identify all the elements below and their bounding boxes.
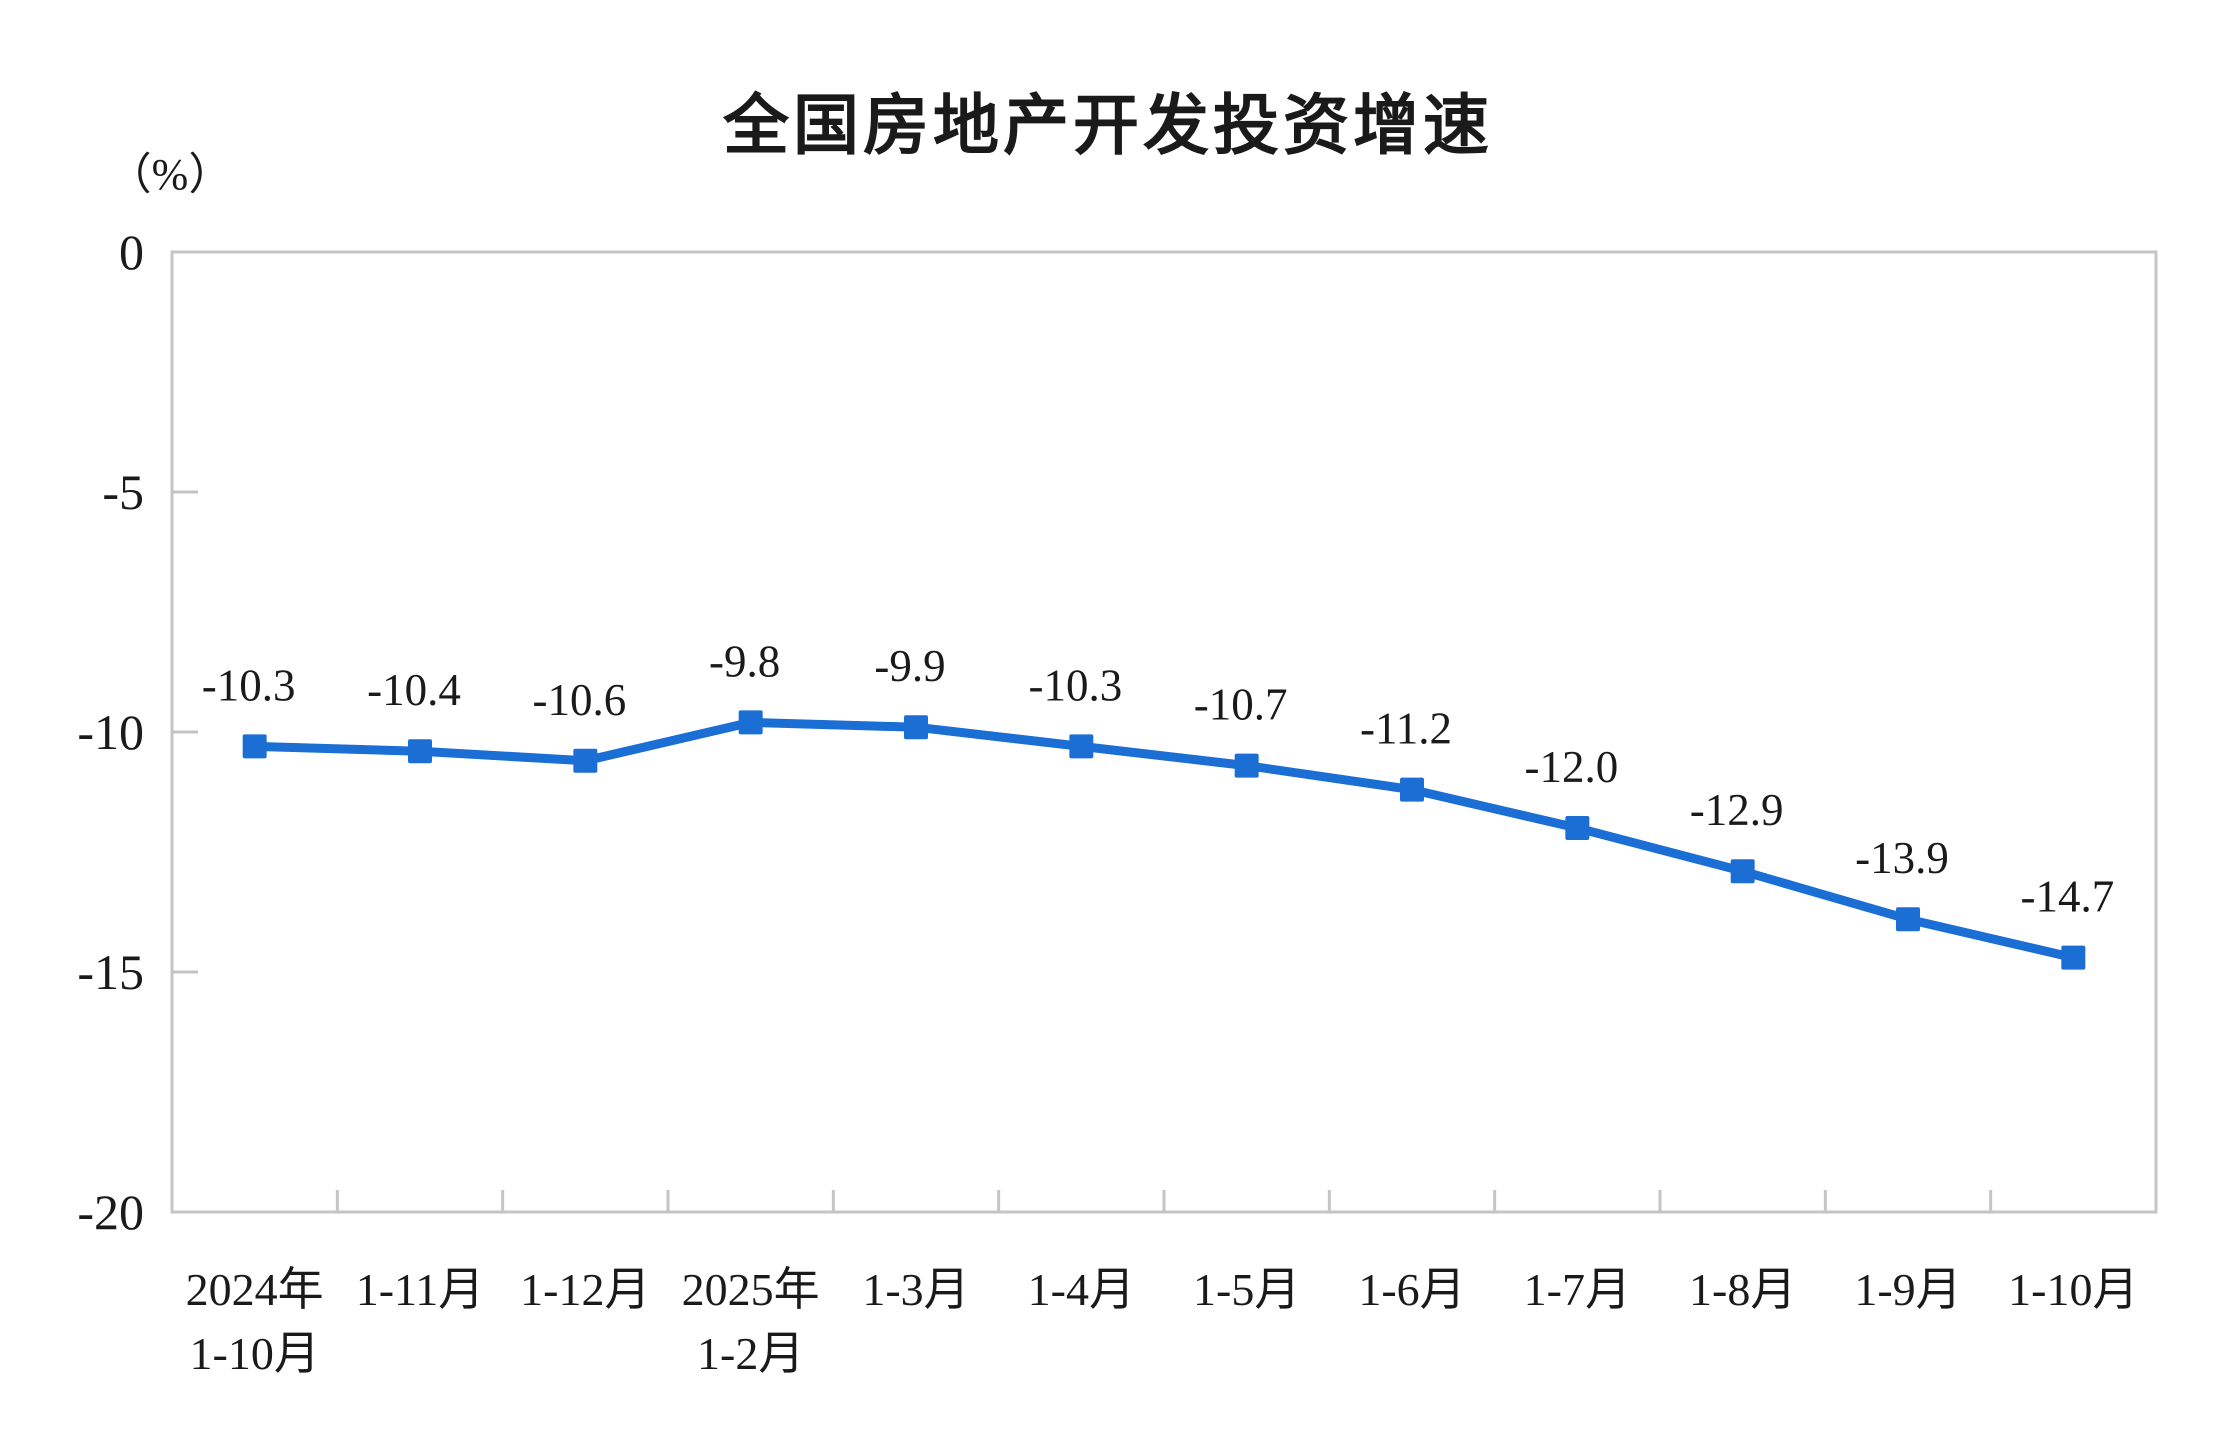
x-tick-label: 1-2月 bbox=[697, 1328, 804, 1379]
data-point-marker bbox=[1234, 753, 1259, 778]
data-point-label: -12.0 bbox=[1524, 742, 1618, 792]
x-tick-label: 1-10月 bbox=[190, 1328, 320, 1379]
y-tick-label: -10 bbox=[77, 704, 144, 760]
data-point-label: -10.4 bbox=[367, 665, 461, 715]
y-tick-label: -15 bbox=[77, 944, 144, 1000]
data-point-marker bbox=[573, 748, 598, 773]
data-point-label: -10.3 bbox=[202, 660, 296, 710]
x-tick-label: 1-8月 bbox=[1689, 1264, 1796, 1315]
x-tick-label: 1-7月 bbox=[1524, 1264, 1631, 1315]
data-point-label: -9.9 bbox=[874, 641, 945, 691]
series-line bbox=[250, 717, 2078, 963]
data-point-label: -12.9 bbox=[1690, 785, 1784, 835]
data-point-label: -13.9 bbox=[1855, 833, 1949, 883]
data-point-marker bbox=[1069, 734, 1094, 759]
data-point-marker bbox=[1730, 859, 1755, 884]
y-axis-unit-label: （%） bbox=[107, 150, 233, 199]
data-point-marker bbox=[904, 715, 928, 740]
x-tick-label: 1-4月 bbox=[1028, 1264, 1135, 1315]
data-point-marker bbox=[738, 710, 763, 735]
x-tick-label: 2025年 bbox=[682, 1264, 820, 1315]
data-point-label: -11.2 bbox=[1360, 704, 1452, 754]
y-tick-label: 0 bbox=[119, 224, 144, 280]
x-tick-label: 1-10月 bbox=[2008, 1264, 2138, 1315]
data-point-label: -10.6 bbox=[532, 675, 626, 725]
data-point-label: -9.8 bbox=[709, 636, 780, 686]
data-point-marker bbox=[1896, 907, 1920, 932]
data-point-marker bbox=[1400, 777, 1424, 802]
x-tick-label: 1-12月 bbox=[520, 1264, 650, 1315]
data-point-marker bbox=[242, 734, 267, 759]
y-tick-label: -5 bbox=[102, 464, 144, 520]
x-tick-label: 1-5月 bbox=[1193, 1264, 1300, 1315]
x-tick-label: 1-3月 bbox=[862, 1264, 969, 1315]
data-point-label: -10.3 bbox=[1028, 660, 1122, 710]
x-tick-label: 1-11月 bbox=[356, 1264, 485, 1315]
x-tick-label: 1-6月 bbox=[1358, 1264, 1465, 1315]
y-tick-label: -20 bbox=[77, 1184, 144, 1240]
data-point-marker bbox=[2061, 945, 2086, 970]
x-tick-label: 1-9月 bbox=[1854, 1264, 1961, 1315]
data-point-marker bbox=[408, 739, 432, 764]
data-point-label: -10.7 bbox=[1194, 680, 1288, 730]
x-tick-label: 2024年 bbox=[186, 1264, 324, 1315]
data-point-label: -14.7 bbox=[2020, 872, 2114, 922]
plot-border bbox=[170, 250, 2158, 1214]
data-point-marker bbox=[1565, 816, 1590, 840]
chart-title: 全国房地产开发投资增速 bbox=[723, 88, 1493, 162]
